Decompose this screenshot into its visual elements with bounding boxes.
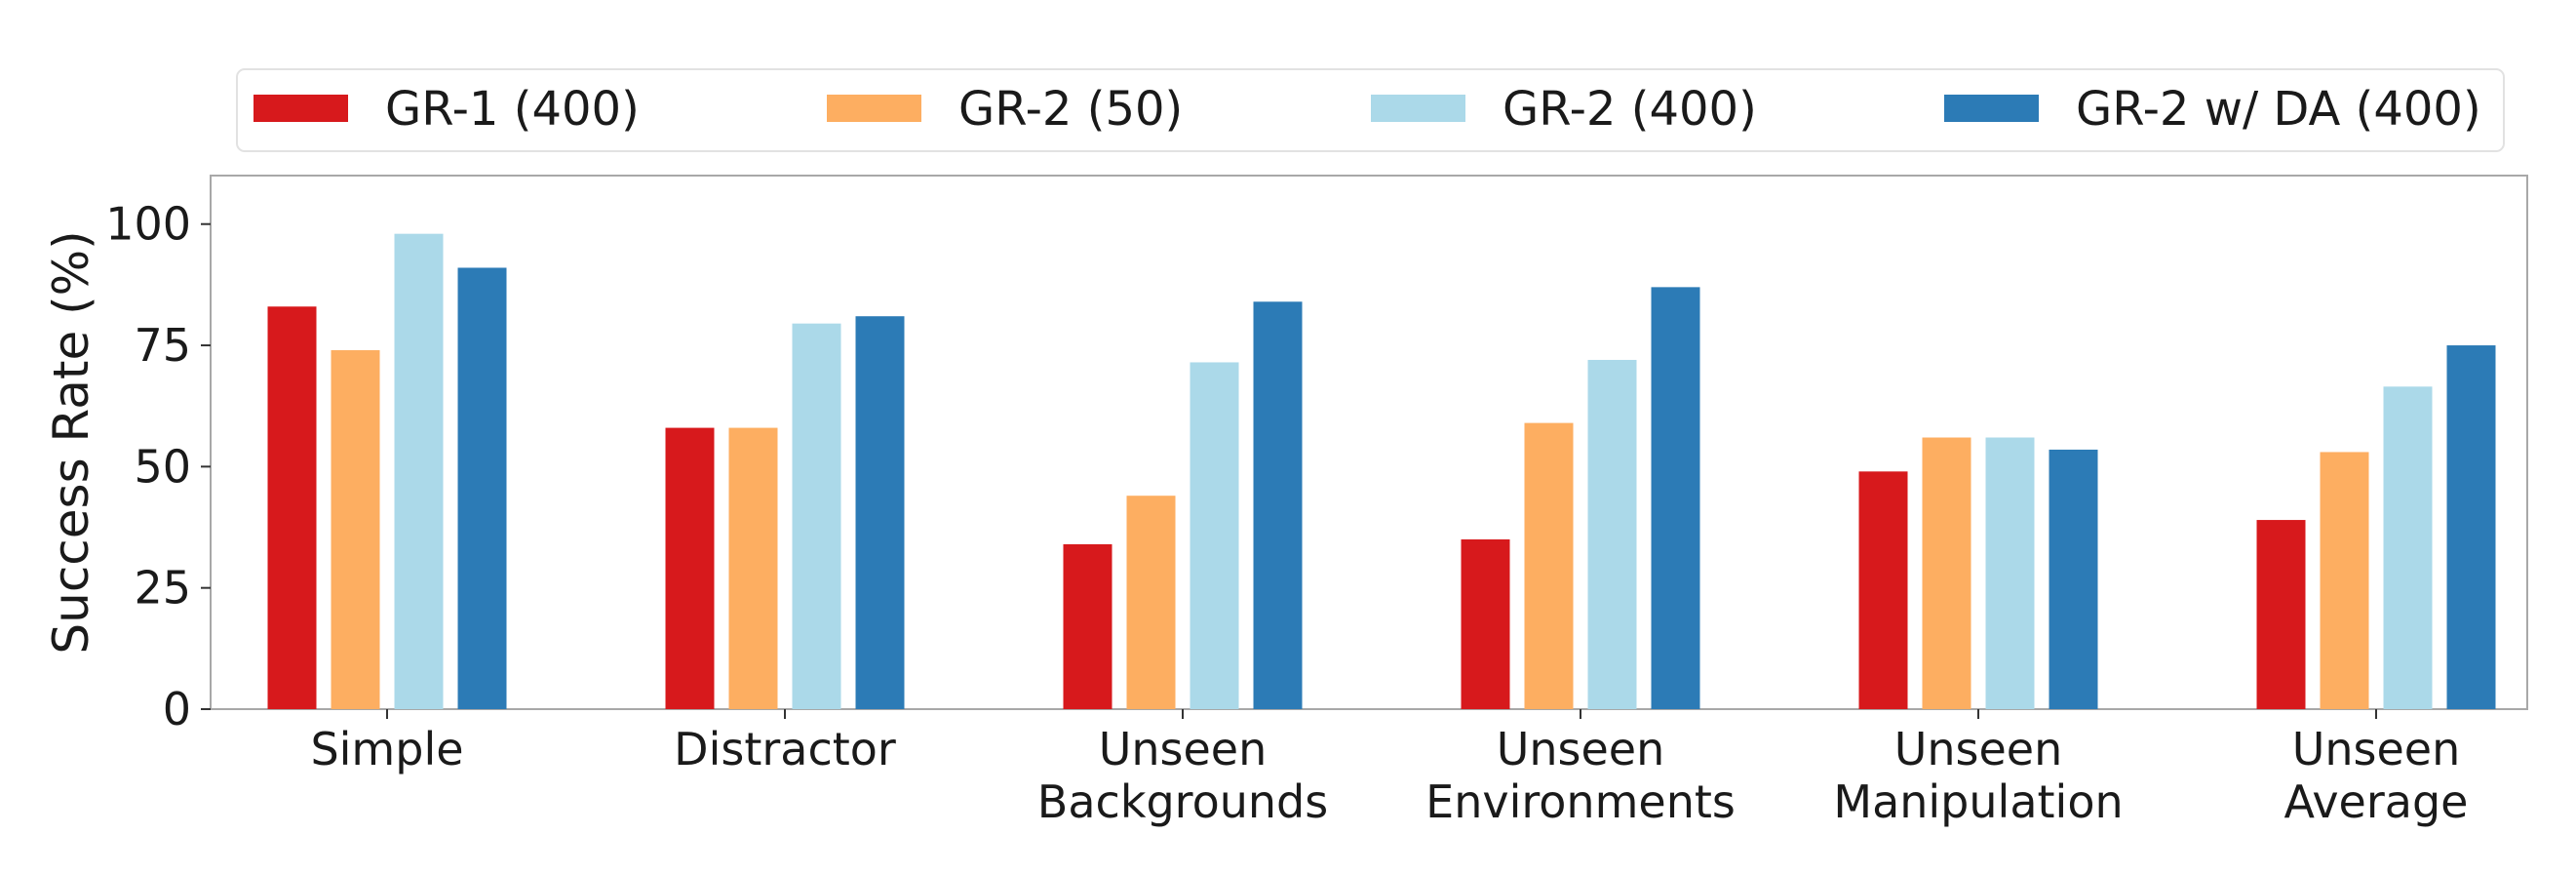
- x-tick-label-simple: Simple: [310, 723, 463, 775]
- legend-swatch-gr-2-400: [1371, 95, 1465, 122]
- bar-gr-1-400-unseen-manipulation: [1858, 471, 1908, 709]
- y-axis-label: Success Rate (%): [43, 230, 99, 654]
- legend-swatch-gr-2-w-da-400: [1944, 95, 2039, 122]
- x-tick-label-distractor: Distractor: [674, 723, 896, 775]
- bar-gr-2-50-unseen-backgrounds: [1126, 496, 1176, 709]
- bar-gr-2-400-unseen-backgrounds: [1190, 362, 1239, 709]
- legend-label-gr-2-w-da-400: GR-2 w/ DA (400): [2076, 82, 2481, 137]
- y-tick-label-100: 100: [105, 198, 191, 251]
- bar-gr-2-w-da-400-unseen-average: [2446, 345, 2496, 709]
- bar-gr-2-50-distractor: [728, 427, 778, 709]
- bar-gr-2-400-unseen-environments: [1587, 359, 1637, 709]
- bar-gr-2-w-da-400-simple: [457, 267, 507, 709]
- x-tick-label-unseen-average-line-2: Average: [2284, 775, 2469, 828]
- bar-gr-2-50-unseen-environments: [1524, 422, 1574, 709]
- plot-frame: [210, 175, 2528, 710]
- y-tick-label-75: 75: [134, 319, 191, 372]
- bar-gr-1-400-distractor: [665, 427, 715, 709]
- bar-gr-1-400-simple: [267, 306, 317, 709]
- x-tick-label-unseen-average-line-1: Unseen: [2292, 723, 2461, 775]
- bar-gr-2-400-unseen-average: [2383, 386, 2433, 709]
- bar-gr-2-400-simple: [394, 233, 444, 709]
- bar-gr-2-w-da-400-distractor: [855, 316, 905, 709]
- x-tick-label-unseen-backgrounds-line-2: Backgrounds: [1037, 775, 1328, 828]
- x-tick-label-unseen-backgrounds-line-1: Unseen: [1099, 723, 1268, 775]
- x-tick-label-unseen-environments-line-2: Environments: [1425, 775, 1736, 828]
- bar-gr-2-50-unseen-manipulation: [1922, 437, 1971, 709]
- legend-frame: [236, 68, 2505, 152]
- legend: GR-1 (400) GR-2 (50) GR-2 (400) GR-2 w/ DA …: [236, 68, 2505, 152]
- legend-swatch-gr-1-400: [254, 95, 348, 122]
- x-axis: Simple Distractor UnseenBackgroundsUnseenE…: [310, 709, 2468, 828]
- bar-gr-2-50-unseen-average: [2320, 452, 2369, 709]
- bar-gr-1-400-unseen-average: [2256, 520, 2306, 709]
- x-tick-label-unseen-manipulation-line-1: Unseen: [1894, 723, 2063, 775]
- x-tick-label-unseen-environments-line-1: Unseen: [1497, 723, 1665, 775]
- y-axis: 0 25 50 75 100: [105, 198, 211, 735]
- bar-gr-2-w-da-400-unseen-environments: [1651, 287, 1700, 709]
- legend-label-gr-2-400: GR-2 (400): [1503, 82, 1757, 137]
- bar-gr-2-400-unseen-manipulation: [1985, 437, 2035, 709]
- legend-label-gr-1-400: GR-1 (400): [385, 82, 640, 137]
- plot-area: [210, 175, 2528, 710]
- y-tick-label-0: 0: [163, 683, 191, 735]
- y-tick-label-50: 50: [134, 440, 191, 493]
- bar-gr-2-w-da-400-unseen-manipulation: [2049, 449, 2098, 709]
- y-tick-label-25: 25: [134, 562, 191, 615]
- legend-swatch-gr-2-50: [827, 95, 921, 122]
- bar-gr-2-50-simple: [331, 350, 380, 709]
- x-tick-label-unseen-manipulation-line-2: Manipulation: [1833, 775, 2123, 828]
- bar-gr-2-w-da-400-unseen-backgrounds: [1253, 301, 1303, 709]
- bar-gr-1-400-unseen-backgrounds: [1063, 543, 1112, 709]
- bar-gr-1-400-unseen-environments: [1461, 538, 1510, 709]
- bar-gr-2-400-distractor: [792, 323, 841, 709]
- legend-label-gr-2-50: GR-2 (50): [958, 82, 1183, 137]
